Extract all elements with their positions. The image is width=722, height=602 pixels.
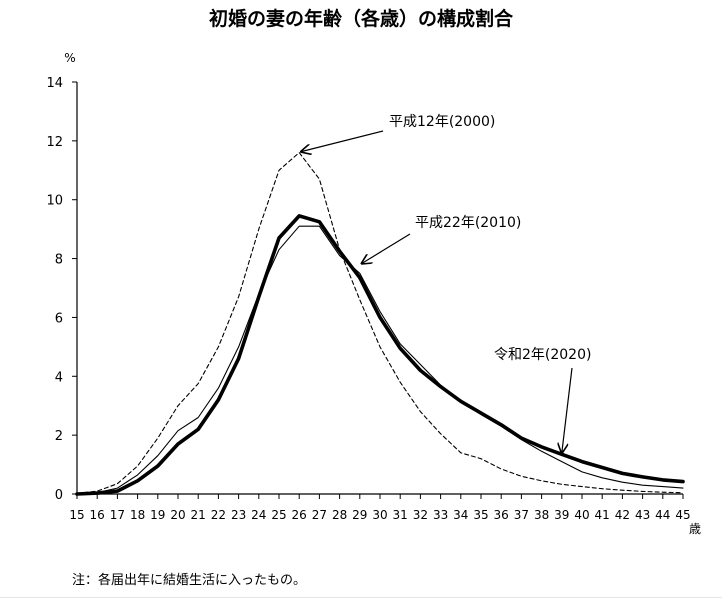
x-tick-label: 23 — [231, 508, 246, 522]
x-tick-label: 25 — [271, 508, 286, 522]
y-tick-label: 4 — [55, 370, 63, 385]
annotation-arrow-1 — [301, 130, 384, 152]
x-tick-label: 44 — [655, 508, 670, 522]
y-unit-label: % — [64, 51, 75, 65]
x-tick-label: 45 — [675, 508, 690, 522]
divider — [0, 597, 722, 598]
y-tick-label: 2 — [55, 429, 63, 444]
x-tick-label: 27 — [312, 508, 327, 522]
x-tick-label: 39 — [554, 508, 569, 522]
x-tick-label: 16 — [90, 508, 105, 522]
x-tick-label: 24 — [251, 508, 266, 522]
x-tick-label: 35 — [473, 508, 488, 522]
x-tick-label: 22 — [211, 508, 226, 522]
x-tick-label: 31 — [393, 508, 408, 522]
y-tick-label: 10 — [46, 194, 63, 209]
x-tick-label: 36 — [494, 508, 509, 522]
annotation-arrow-2 — [362, 233, 411, 263]
annotation-arrow-3 — [562, 367, 573, 453]
x-unit-label: 歳 — [689, 522, 701, 536]
annotation-label-2: 平成22年(2010) — [415, 215, 521, 231]
x-tick-label: 26 — [292, 508, 307, 522]
x-tick-label: 41 — [595, 508, 610, 522]
x-tick-label: 17 — [110, 508, 125, 522]
x-tick-label: 43 — [635, 508, 650, 522]
x-tick-label: 18 — [130, 508, 145, 522]
x-tick-label: 30 — [372, 508, 387, 522]
x-tick-label: 19 — [150, 508, 165, 522]
x-tick-label: 42 — [615, 508, 630, 522]
x-tick-label: 32 — [413, 508, 428, 522]
y-tick-label: 12 — [46, 135, 63, 150]
y-tick-label: 6 — [55, 311, 63, 326]
y-tick-label: 0 — [55, 488, 63, 503]
x-tick-label: 28 — [332, 508, 347, 522]
footnote: 注：各届出年に結婚生活に入ったもの。 — [72, 573, 307, 588]
x-tick-label: 34 — [453, 508, 468, 522]
x-tick-label: 29 — [352, 508, 367, 522]
x-tick-label: 33 — [433, 508, 448, 522]
x-tick-label: 40 — [574, 508, 589, 522]
series-line-1 — [76, 152, 684, 494]
annotation-label-1: 平成12年(2000) — [389, 114, 495, 130]
x-tick-label: 21 — [191, 508, 206, 522]
x-tick-label: 37 — [514, 508, 529, 522]
y-tick-label: 8 — [55, 253, 63, 268]
chart-title: 初婚の妻の年齢（各歳）の構成割合 — [208, 8, 513, 30]
annotation-label-3: 令和2年(2020) — [494, 347, 591, 363]
y-tick-label: 14 — [46, 76, 63, 91]
series-line-3 — [75, 214, 685, 496]
series-line-2 — [76, 225, 684, 495]
x-tick-label: 20 — [170, 508, 185, 522]
x-tick-label: 15 — [69, 508, 84, 522]
x-tick-label: 38 — [534, 508, 549, 522]
